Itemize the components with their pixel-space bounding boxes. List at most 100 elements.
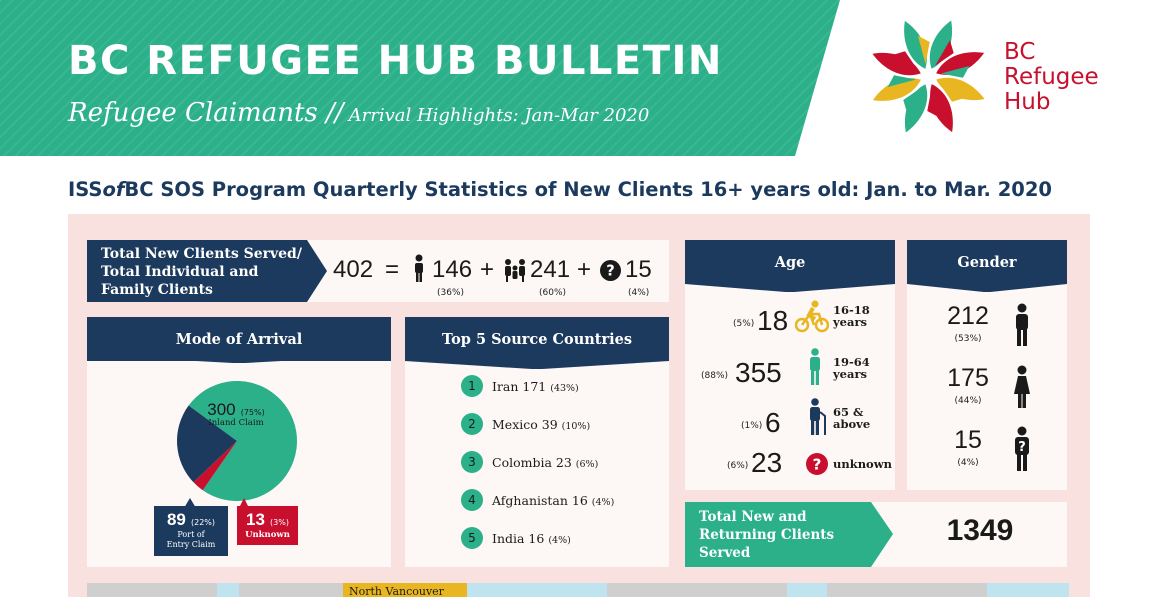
card-title: Gender — [907, 240, 1067, 284]
svg-text:?: ? — [606, 263, 615, 280]
bc-refugee-hub-logo-icon — [872, 20, 985, 133]
country-label: Colombia 23 (6%) — [492, 455, 598, 470]
age-label-line: 16-18 — [833, 303, 870, 317]
age-label: 16-18 years — [833, 304, 870, 328]
family-value: 241 — [530, 256, 571, 283]
port-text-1: Port of — [177, 530, 205, 539]
age-value: 18 — [757, 305, 789, 336]
total-clients-label: Total New Clients Served/ Total Individu… — [87, 240, 327, 302]
logo-line: BC — [1004, 39, 1036, 65]
logo-petal-accent — [935, 40, 954, 66]
rank-badge: 2 — [461, 413, 483, 435]
unknown-pct: (4%) — [628, 288, 650, 298]
inland-label: 300 (75%) Inland Claim — [200, 400, 272, 428]
logo-petal — [905, 84, 928, 133]
country-name: Afghanistan 16 — [492, 492, 588, 508]
gender-card: Gender 212 (53%) 175 (44%) 15 (4%) — [907, 240, 1067, 490]
logo-petal — [930, 84, 953, 133]
label-line: Family Clients — [101, 282, 213, 298]
port-text-2: Entry Claim — [166, 540, 216, 549]
returning-clients-label: Total New and Returning Clients Served — [685, 502, 893, 567]
equals-sign: = — [385, 256, 400, 283]
country-pct: (4%) — [548, 534, 571, 546]
age-label: unknown — [833, 457, 892, 471]
country-pct: (4%) — [591, 496, 615, 508]
age-row: (88%) 355 19-64 years — [685, 348, 895, 392]
age-label-line: 19-64 — [833, 355, 870, 369]
inland-text: Inland Claim — [208, 418, 264, 428]
card-title: Mode of Arrival — [87, 317, 391, 361]
list-item: 1 Iran 171 (43%) — [461, 375, 579, 397]
male-icon — [1016, 303, 1028, 346]
logo-petal — [929, 20, 952, 69]
pie-slice-unknown — [193, 441, 237, 491]
logo-petal-accent — [892, 51, 918, 70]
header-banner — [0, 0, 840, 156]
mode-of-arrival-pie-chart — [177, 381, 297, 501]
card-title: Top 5 Source Countries — [405, 317, 669, 361]
gender-pct: (44%) — [954, 396, 982, 406]
section-heading: ISSofBC SOS Program Quarterly Statistics… — [68, 178, 1052, 201]
individual-value: 146 — [432, 256, 473, 283]
female-icon — [1014, 365, 1030, 408]
country-pct: (43%) — [550, 382, 579, 394]
age-pct: (1%) — [741, 421, 763, 431]
page-title: BC REFUGEE HUB BULLETIN — [68, 38, 723, 84]
heading-suffix: BC SOS Program Quarterly Statistics of N… — [124, 178, 1052, 201]
question-icon: ? — [806, 453, 828, 475]
country-pct: (6%) — [575, 458, 599, 470]
family-pct: (60%) — [539, 288, 567, 298]
page-subtitle: Refugee Claimants // Arrival Highlights:… — [68, 98, 649, 128]
port-pct: (22%) — [190, 518, 216, 527]
card-head-pointer — [907, 284, 1067, 292]
rank-badge: 1 — [461, 375, 483, 397]
adult-icon — [810, 348, 820, 385]
age-value: 23 — [751, 447, 783, 478]
inland-pct: (75%) — [240, 408, 265, 417]
logo-petal — [936, 52, 985, 75]
country-name: Iran 171 — [492, 378, 547, 394]
map-water — [217, 583, 239, 597]
list-item: 4 Afghanistan 16 (4%) — [461, 489, 614, 511]
logo-petal — [872, 53, 921, 76]
logo-petal-accent — [940, 65, 970, 78]
subtitle-period: Arrival Highlights: Jan-Mar 2020 — [348, 105, 650, 126]
total-value: 402 — [333, 256, 374, 283]
age-value: 6 — [765, 407, 781, 438]
gender-value: 175 — [947, 364, 989, 392]
age-pct: (5%) — [733, 319, 755, 329]
map-label: North Vancouver — [343, 583, 467, 597]
label-line: Total New and — [699, 509, 807, 525]
card-head-pointer — [87, 355, 391, 363]
country-name: Mexico 39 — [492, 416, 558, 432]
question-icon: ? — [600, 260, 621, 281]
returning-clients-value: 1349 — [946, 514, 1014, 547]
age-label-line: years — [833, 315, 867, 329]
card-head-pointer — [405, 361, 669, 369]
rank-badge: 4 — [461, 489, 483, 511]
logo-line: Hub — [1004, 89, 1051, 115]
logo-line: Refugee — [1004, 64, 1099, 90]
logo-petal — [872, 78, 921, 101]
svg-text:?: ? — [813, 456, 822, 474]
source-countries-card: Top 5 Source Countries — [405, 317, 669, 567]
plus-sign: + — [577, 256, 592, 283]
country-label: India 16 (4%) — [492, 531, 571, 546]
age-card: Age — [685, 240, 895, 490]
unknown-arrival-value: 13 — [246, 510, 265, 529]
callout-pointer — [184, 498, 196, 508]
country-pct: (10%) — [561, 420, 591, 432]
callout-pointer — [239, 498, 249, 508]
label-line: Returning Clients — [699, 527, 835, 543]
plus-sign: + — [480, 256, 495, 283]
country-label: Afghanistan 16 (4%) — [492, 493, 614, 508]
gender-value: 15 — [954, 426, 982, 454]
age-row: (5%) 18 16-18 years — [685, 300, 895, 340]
logo-petal-accent — [903, 87, 922, 113]
logo-petal-accent — [917, 35, 930, 65]
age-value: 355 — [735, 357, 782, 388]
unknown-arrival-pct: (3%) — [270, 518, 289, 527]
senior-icon — [810, 398, 826, 435]
card-title: Age — [685, 240, 895, 284]
country-name: Colombia 23 — [492, 454, 572, 470]
